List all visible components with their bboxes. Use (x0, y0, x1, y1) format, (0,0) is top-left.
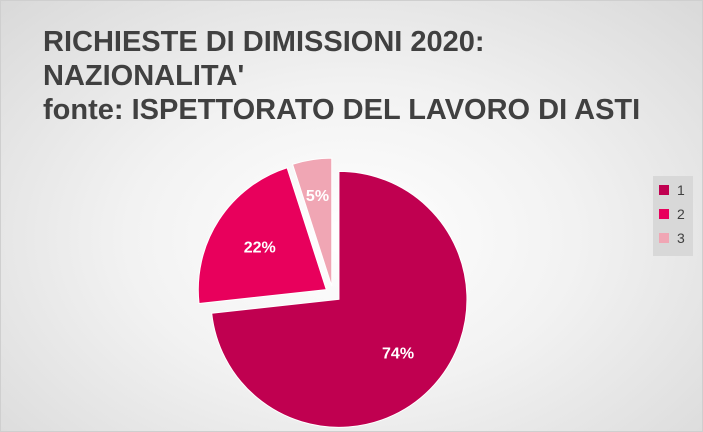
pie-slice-3 (291, 157, 333, 287)
legend-label-3: 3 (677, 230, 685, 246)
pie-slice-2 (197, 167, 327, 305)
chart-title-line-3: fonte: ISPETTORATO DEL LAVORO DI ASTI (43, 94, 641, 126)
chart-title-line-2: NAZIONALITA' (43, 60, 245, 92)
data-label-3: 5% (306, 188, 329, 205)
legend-swatch-1 (659, 185, 669, 195)
legend: 1 2 3 (653, 176, 693, 256)
legend-item-1: 1 (659, 182, 685, 198)
chart-title-line-1: RICHIESTE DI DIMISSIONI 2020: (43, 26, 485, 58)
data-label-1: 74% (382, 345, 414, 362)
legend-label-2: 2 (677, 206, 685, 222)
legend-swatch-3 (659, 233, 669, 243)
legend-item-2: 2 (659, 206, 685, 222)
pie-slice-1 (211, 170, 468, 428)
legend-item-3: 3 (659, 230, 685, 246)
legend-swatch-2 (659, 209, 669, 219)
legend-label-1: 1 (677, 182, 685, 198)
chart-title: RICHIESTE DI DIMISSIONI 2020: NAZIONALIT… (43, 25, 640, 127)
data-label-2: 22% (244, 239, 276, 256)
